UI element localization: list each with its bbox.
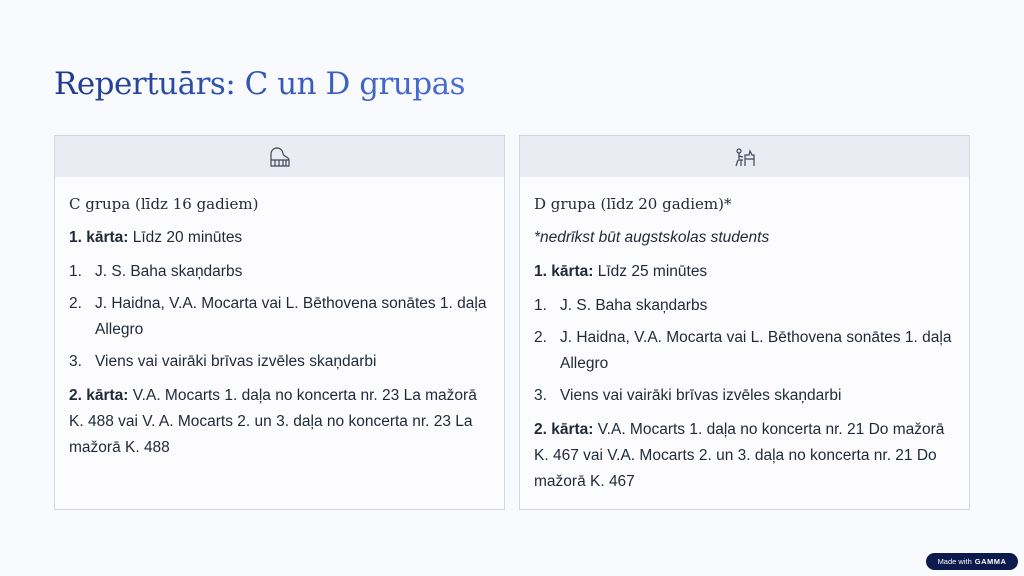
card-heading: C grupa (līdz 16 gadiem) xyxy=(69,195,259,213)
round-1: 1. kārta: Līdz 25 minūtes xyxy=(534,263,708,280)
card-group-d: D grupa (līdz 20 gadiem)* *nedrīkst būt … xyxy=(519,135,970,510)
list-item: 2. J. Haidna, V.A. Mocarta vai L. Bēthove… xyxy=(534,329,952,372)
card-note: *nedrīkst būt augstskolas students xyxy=(534,229,770,246)
made-with-gamma-badge[interactable]: Made with GAMMA xyxy=(926,553,1018,570)
page-title: Repertuārs: C un D grupas xyxy=(54,66,466,102)
list-item: 1. J. S. Baha skaņdarbs xyxy=(69,263,243,280)
repertoire-list: 1. J. S. Baha skaņdarbs 2. J. Haidna, V.A.… xyxy=(69,259,490,375)
piano-icon xyxy=(269,146,290,167)
repertoire-list: 1. J. S. Baha skaņdarbs 2. J. Haidna, V.A.… xyxy=(534,293,955,409)
round-2: 2. kārta: V.A. Mocarts 1. daļa no koncer… xyxy=(69,387,477,456)
list-item: 2. J. Haidna, V.A. Mocarta vai L. Bēthove… xyxy=(69,295,487,338)
card-header xyxy=(520,136,969,177)
card-group-c: C grupa (līdz 16 gadiem) 1. kārta: Līdz … xyxy=(54,135,505,510)
list-item: 3. Viens vai vairāki brīvas izvēles skaņd… xyxy=(534,387,842,404)
list-item: 3. Viens vai vairāki brīvas izvēles skaņd… xyxy=(69,353,377,370)
pianist-icon xyxy=(734,147,755,166)
card-header xyxy=(55,136,504,177)
card-heading: D grupa (līdz 20 gadiem)* xyxy=(534,195,732,213)
round-1: 1. kārta: Līdz 20 minūtes xyxy=(69,229,243,246)
round-2: 2. kārta: V.A. Mocarts 1. daļa no koncer… xyxy=(534,421,945,490)
list-item: 1. J. S. Baha skaņdarbs xyxy=(534,297,708,314)
